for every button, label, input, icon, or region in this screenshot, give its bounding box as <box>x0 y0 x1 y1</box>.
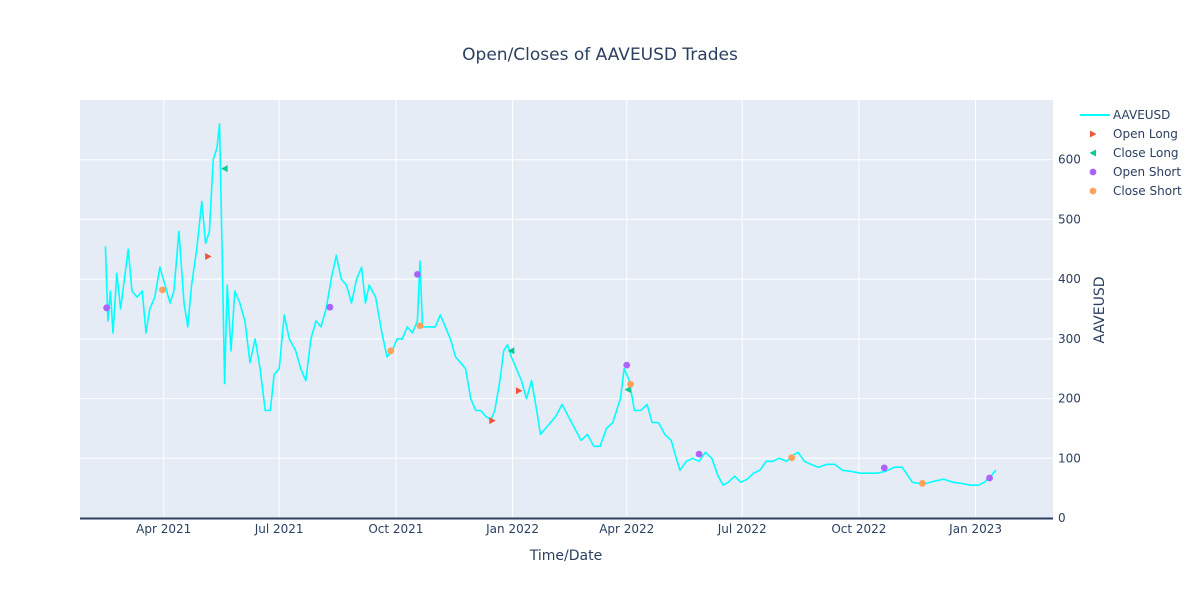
legend-label: AAVEUSD <box>1113 108 1170 122</box>
marker-close-long <box>221 165 228 173</box>
x-axis-title: Time/Date <box>529 548 602 564</box>
x-tick-label: Jan 2023 <box>948 522 1002 536</box>
marker-close-short <box>387 347 395 355</box>
chart-title: Open/Closes of AAVEUSD Trades <box>462 45 738 65</box>
x-tick-label: Apr 2021 <box>136 522 191 536</box>
legend-swatch <box>1090 130 1097 138</box>
legend-item-close-short[interactable]: Close Short <box>1089 184 1182 198</box>
marker-close-short <box>918 479 926 487</box>
x-tick-label: Oct 2021 <box>368 522 423 536</box>
marker-open-long <box>515 387 523 395</box>
y-tick-labels: 0 100 200 300 400 500 600 <box>1058 153 1081 525</box>
legend-swatch <box>1089 187 1097 195</box>
x-tick-label: Jul 2022 <box>717 522 767 536</box>
legend-item-aaveusd[interactable]: AAVEUSD <box>1080 108 1170 122</box>
legend-label: Open Long <box>1113 127 1178 141</box>
marker-open-short <box>986 474 993 482</box>
marker-close-short <box>416 322 424 330</box>
legend-label: Close Long <box>1113 146 1179 160</box>
series-layer <box>103 123 997 487</box>
x-tick-labels: Apr 2021 Jul 2021 Oct 2021 Jan 2022 Apr 2022… <box>136 522 1002 536</box>
gridlines <box>80 100 1053 518</box>
marker-open-short <box>103 304 111 312</box>
marker-close-long <box>507 347 515 355</box>
marker-close-long <box>624 386 632 394</box>
marker-close-short <box>159 286 166 294</box>
x-tick-label: Apr 2022 <box>599 522 654 536</box>
marker-close-short <box>627 380 634 388</box>
y-tick-label: 100 <box>1058 451 1081 465</box>
y-tick-label: 600 <box>1058 153 1081 167</box>
marker-open-short <box>695 450 703 458</box>
x-tick-label: Jan 2022 <box>485 522 539 536</box>
marker-open-short <box>326 303 334 311</box>
y-tick-label: 400 <box>1058 272 1081 286</box>
series-close-short <box>159 286 926 487</box>
marker-open-long <box>205 252 212 260</box>
x-tick-label: Oct 2022 <box>831 522 886 536</box>
series-close-long <box>221 165 632 394</box>
y-tick-label: 300 <box>1058 332 1081 346</box>
series-open-long <box>205 252 523 425</box>
legend-item-open-long[interactable]: Open Long <box>1090 127 1178 141</box>
marker-open-short <box>880 464 888 472</box>
y-tick-label: 200 <box>1058 392 1081 406</box>
marker-open-long <box>489 417 496 425</box>
x-tick-label: Jul 2021 <box>254 522 304 536</box>
y-tick-label: 0 <box>1058 511 1066 525</box>
marker-open-short <box>623 361 631 369</box>
y-tick-label: 500 <box>1058 212 1081 226</box>
y-axis-title: AAVEUSD <box>1092 277 1108 344</box>
marker-close-short <box>788 454 796 462</box>
legend-label: Open Short <box>1113 165 1181 179</box>
legend[interactable]: AAVEUSD Open Long Close Long Open Short Clos… <box>1080 108 1182 198</box>
legend-item-open-short[interactable]: Open Short <box>1089 165 1182 179</box>
legend-item-close-long[interactable]: Close Long <box>1089 146 1179 160</box>
series-open-short <box>103 270 993 482</box>
legend-label: Close Short <box>1113 184 1182 198</box>
marker-open-short <box>414 270 421 278</box>
legend-swatch <box>1089 168 1097 176</box>
legend-swatch <box>1089 149 1096 157</box>
